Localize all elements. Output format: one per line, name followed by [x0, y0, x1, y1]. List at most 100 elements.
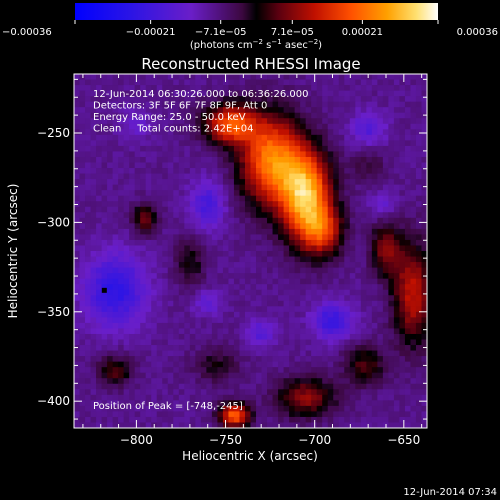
heatmap-cell	[239, 162, 246, 169]
heatmap-cell	[189, 228, 196, 235]
heatmap-cell	[107, 256, 114, 263]
heatmap-cell	[156, 400, 163, 407]
heatmap-cell	[366, 201, 373, 208]
heatmap-cell	[404, 289, 411, 296]
heatmap-cell	[101, 256, 108, 263]
heatmap-cell	[151, 267, 158, 274]
heatmap-cell	[360, 234, 367, 241]
heatmap-cell	[333, 367, 340, 374]
heatmap-cell	[167, 262, 174, 268]
heatmap-cell	[244, 234, 251, 241]
heatmap-cell	[360, 367, 367, 374]
heatmap-cell	[399, 328, 406, 335]
heatmap-cell	[140, 195, 147, 202]
heatmap-cell	[244, 300, 251, 307]
heatmap-cell	[184, 145, 191, 152]
heatmap-cell	[305, 328, 312, 335]
heatmap-cell	[178, 333, 185, 340]
heatmap-cell	[123, 212, 130, 219]
heatmap-cell	[85, 101, 91, 108]
heatmap-cell	[377, 345, 384, 351]
heatmap-cell	[399, 273, 406, 280]
heatmap-cell	[283, 195, 290, 202]
heatmap-cell	[151, 145, 158, 152]
heatmap-cell	[344, 416, 351, 423]
heatmap-cell	[305, 145, 312, 152]
heatmap-cell	[322, 118, 329, 125]
heatmap-cell	[134, 361, 141, 368]
heatmap-cell	[217, 356, 224, 363]
heatmap-cell	[200, 212, 207, 219]
heatmap-cell	[267, 251, 273, 257]
heatmap-cell	[415, 317, 422, 324]
heatmap-cell	[200, 295, 207, 302]
heatmap-cell	[129, 389, 136, 396]
heatmap-cell	[129, 311, 136, 318]
heatmap-cell	[371, 145, 378, 152]
heatmap-cell	[283, 267, 290, 274]
heatmap-cell	[123, 184, 130, 191]
heatmap-cell	[283, 333, 290, 340]
heatmap-cell	[316, 245, 323, 252]
heatmap-cell	[123, 168, 130, 174]
heatmap-cell	[322, 273, 329, 280]
heatmap-cell	[421, 162, 428, 169]
heatmap-cell	[322, 96, 329, 103]
heatmap-cell	[360, 405, 367, 412]
heatmap-cell	[382, 140, 389, 147]
heatmap-cell	[305, 118, 312, 125]
heatmap-cell	[355, 85, 362, 91]
heatmap-cell	[184, 107, 191, 114]
heatmap-cell	[322, 333, 329, 340]
heatmap-cell	[360, 356, 367, 363]
heatmap-cell	[189, 300, 196, 307]
heatmap-cell	[300, 345, 307, 351]
heatmap-cell	[184, 228, 191, 235]
heatmap-cell	[233, 262, 240, 268]
heatmap-cell	[112, 262, 119, 268]
heatmap-cell	[327, 295, 334, 302]
heatmap-cell	[278, 245, 284, 252]
heatmap-cell	[244, 96, 251, 103]
heatmap-cell	[338, 416, 345, 423]
heatmap-cell	[250, 251, 257, 257]
heatmap-cell	[327, 195, 334, 202]
heatmap-cell	[338, 278, 345, 285]
heatmap-cell	[410, 345, 417, 351]
heatmap-cell	[85, 239, 91, 246]
heatmap-cell	[129, 234, 136, 241]
heatmap-cell	[74, 228, 80, 235]
heatmap-cell	[79, 239, 86, 246]
heatmap-cell	[311, 262, 318, 268]
heatmap-cell	[178, 156, 185, 163]
heatmap-cell	[123, 284, 130, 291]
heatmap-cell	[377, 372, 384, 379]
heatmap-cell	[261, 223, 268, 230]
heatmap-cell	[206, 361, 213, 368]
heatmap-cell	[382, 123, 389, 130]
heatmap-cell	[156, 245, 163, 252]
heatmap-cell	[360, 228, 367, 235]
heatmap-cell	[382, 372, 389, 379]
heatmap-cell	[300, 350, 307, 357]
heatmap-cell	[267, 278, 273, 285]
heatmap-cell	[228, 85, 235, 91]
heatmap-cell	[289, 156, 296, 163]
heatmap-cell	[278, 85, 284, 91]
heatmap-cell	[233, 256, 240, 263]
heatmap-cell	[250, 179, 257, 186]
heatmap-cell	[316, 394, 323, 401]
heatmap-cell	[222, 101, 229, 108]
heatmap-cell	[272, 217, 279, 224]
heatmap-cell	[74, 289, 80, 296]
heatmap-cell	[300, 85, 307, 91]
heatmap-cell	[101, 217, 108, 224]
heatmap-cell	[305, 223, 312, 230]
heatmap-cell	[211, 416, 218, 423]
heatmap-cell	[278, 201, 284, 208]
heatmap-cell	[410, 317, 417, 324]
heatmap-cell	[338, 339, 345, 346]
heatmap-cell	[244, 350, 251, 357]
heatmap-cell	[294, 378, 301, 385]
heatmap-cell	[327, 400, 334, 407]
